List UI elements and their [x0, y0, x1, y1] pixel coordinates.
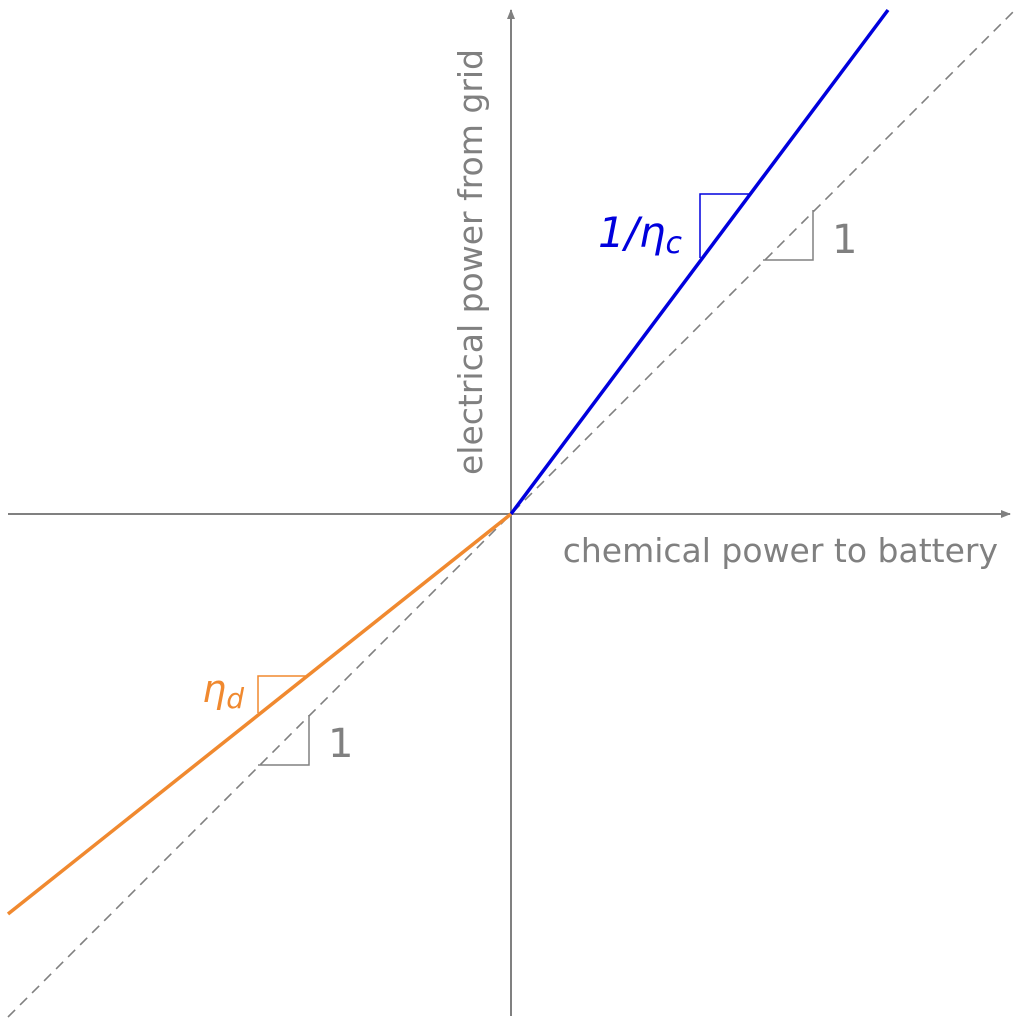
- charge-unit-triangle: [763, 210, 814, 261]
- charge-line: [509, 8, 890, 516]
- x-axis-label: chemical power to battery: [563, 531, 998, 570]
- discharge-label: ηd: [202, 667, 244, 715]
- discharge-unit-label: 1: [328, 721, 353, 767]
- discharge-unit-triangle: [258, 715, 310, 766]
- discharge-line: [6, 512, 513, 916]
- charge-label: 1/ηc: [598, 208, 683, 261]
- charge-unit-label: 1: [832, 217, 857, 263]
- charge-label-main: 1/η: [598, 208, 666, 257]
- discharge-label-main: η: [202, 667, 226, 711]
- charge-slope-triangle: [699, 193, 749, 258]
- charge-label-sub: c: [666, 226, 683, 261]
- discharge-label-sub: d: [226, 682, 244, 715]
- discharge-slope-triangle: [257, 675, 306, 713]
- y-axis-label: electrical power from grid: [451, 49, 490, 475]
